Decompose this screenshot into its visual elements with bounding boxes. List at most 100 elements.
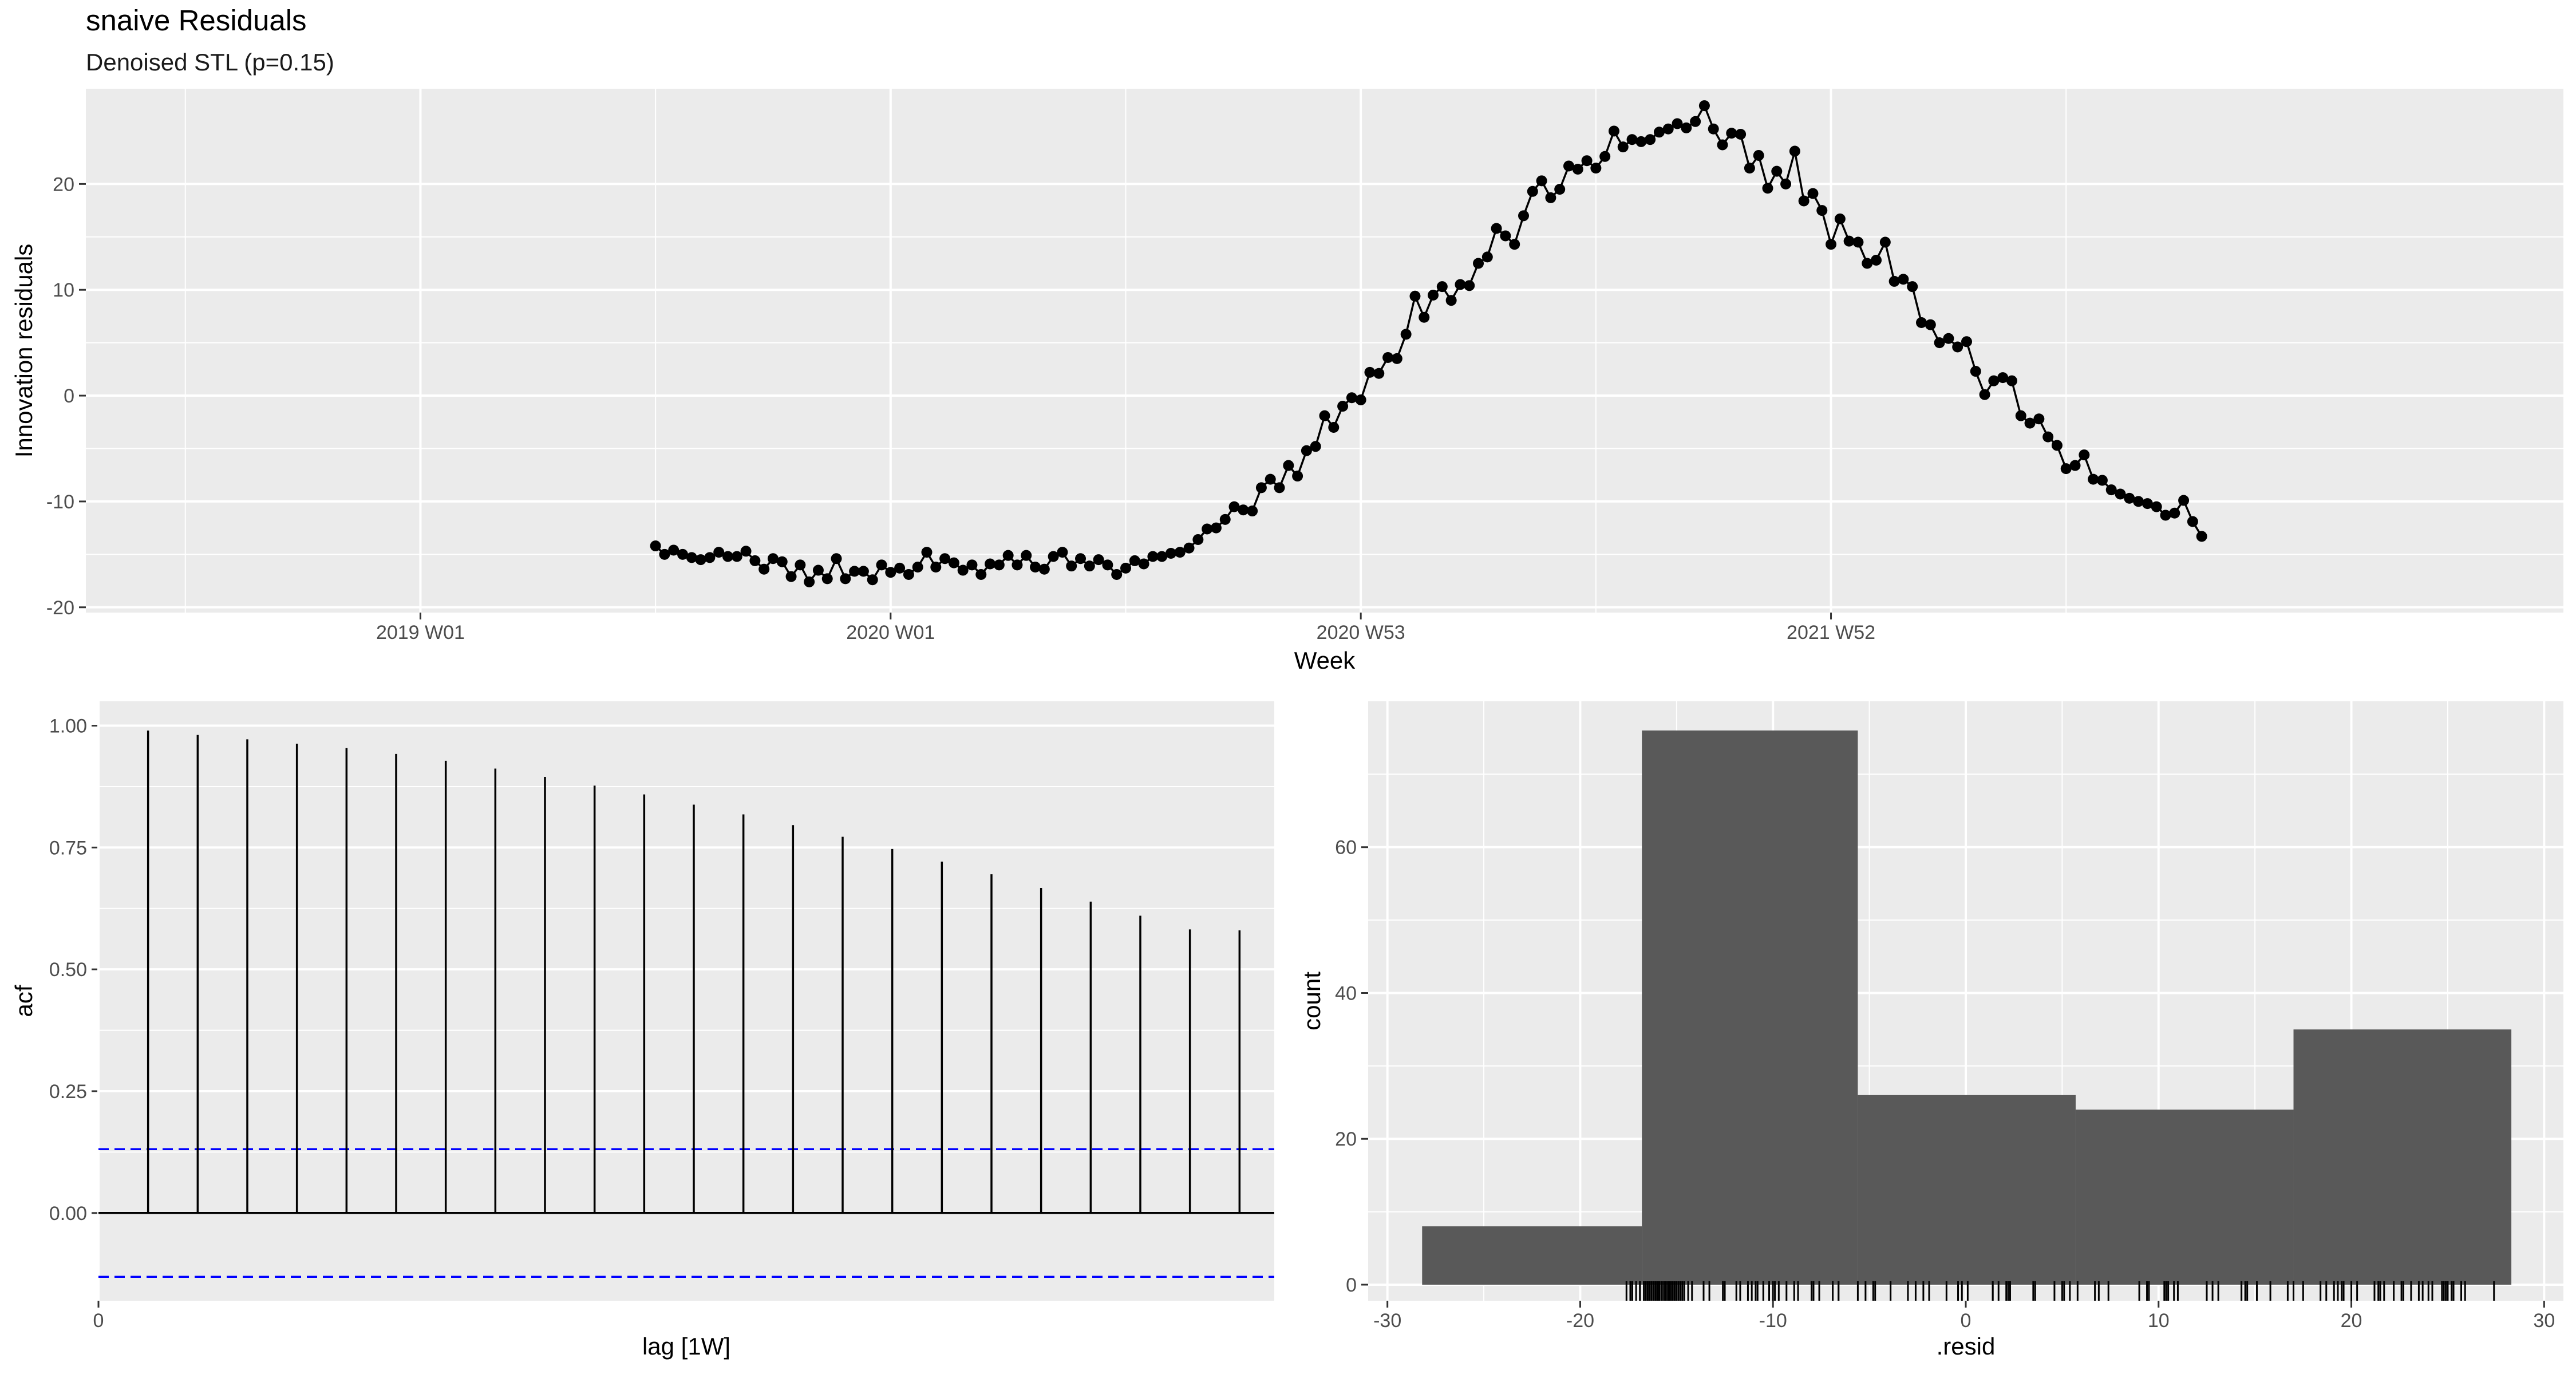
residual-point — [722, 551, 733, 562]
y-tick-label: 10 — [53, 279, 74, 301]
residual-point — [985, 558, 996, 570]
residual-point — [1382, 352, 1394, 364]
residual-point — [2069, 460, 2081, 471]
residual-point — [1581, 155, 1593, 167]
residual-point — [1626, 134, 1638, 145]
residual-point — [1708, 123, 1719, 135]
residual-point — [2142, 498, 2153, 510]
histogram-bar — [2293, 1029, 2512, 1285]
residual-point — [2178, 495, 2190, 506]
x-tick-label: 2020 W53 — [1317, 622, 1405, 643]
residual-point — [1916, 317, 1927, 329]
y-tick-label: 0.50 — [49, 959, 87, 981]
residual-point — [1301, 445, 1312, 456]
residual-point — [1066, 560, 1077, 572]
residual-point — [957, 564, 969, 576]
residual-point — [1997, 372, 2009, 384]
residual-point — [1012, 559, 1023, 571]
residual-point — [921, 547, 933, 558]
y-tick-label: 20 — [1335, 1128, 1357, 1150]
residual-point — [1428, 289, 1439, 301]
residual-point — [1672, 118, 1683, 129]
residual-point — [2033, 413, 2045, 425]
residual-point — [1048, 551, 1059, 562]
residual-point — [912, 562, 923, 573]
residual-point — [966, 559, 978, 571]
residual-point — [1283, 460, 1294, 471]
residual-point — [2096, 475, 2108, 486]
residual-point — [668, 544, 679, 556]
residual-point — [1608, 125, 1619, 137]
panel-background — [86, 89, 2563, 613]
residual-point — [867, 574, 878, 586]
residual-point — [1681, 122, 1692, 133]
residual-point — [1852, 236, 1864, 248]
residual-point — [2079, 449, 2090, 461]
residual-point — [2133, 496, 2144, 507]
residual-point — [1210, 522, 1222, 534]
residual-point — [1400, 329, 1412, 340]
residual-point — [785, 571, 797, 582]
residual-point — [1481, 251, 1493, 263]
residual-point — [831, 553, 842, 564]
residual-point — [1826, 239, 1837, 250]
residual-point — [1075, 553, 1086, 564]
residual-point — [1970, 366, 1981, 377]
residual-point — [840, 573, 851, 585]
y-tick-label: 0 — [1346, 1274, 1357, 1296]
residual-point — [2196, 531, 2207, 542]
x-tick-label: 0 — [1961, 1310, 1971, 1332]
residual-point — [1617, 141, 1629, 153]
residual-point — [1337, 401, 1349, 412]
y-tick-label: 20 — [53, 173, 74, 195]
residual-point — [1798, 195, 1809, 207]
histogram-bar — [2075, 1110, 2294, 1285]
residual-point — [2060, 463, 2072, 475]
residual-point — [776, 556, 788, 567]
residual-point — [1391, 353, 1402, 364]
residual-point — [1979, 389, 1990, 400]
residual-point — [1084, 560, 1095, 572]
residual-point — [767, 553, 779, 564]
residual-point — [1500, 230, 1511, 242]
residual-point — [1255, 482, 1267, 493]
residual-point — [2088, 473, 2099, 485]
x-tick-label: 0 — [93, 1310, 104, 1332]
residual-point — [731, 551, 742, 562]
x-tick-label: 2019 W01 — [376, 622, 465, 643]
y-axis-title: count — [1298, 972, 1325, 1030]
residual-point — [1192, 534, 1204, 545]
residual-point — [1219, 514, 1231, 525]
residual-point — [1319, 410, 1330, 421]
residual-point — [795, 559, 806, 571]
residual-point — [659, 548, 670, 560]
residual-point — [1057, 547, 1068, 558]
residual-point — [2042, 431, 2054, 443]
residual-point — [1473, 258, 1484, 269]
residual-point — [858, 566, 869, 577]
residual-point — [1409, 290, 1421, 302]
x-tick-label: 2020 W01 — [846, 622, 935, 643]
residual-point — [1419, 311, 1430, 323]
residual-point — [1455, 279, 1466, 290]
residual-point — [1328, 422, 1340, 433]
residual-point — [1807, 188, 1819, 199]
residual-point — [1789, 145, 1800, 157]
y-tick-label: 0.75 — [49, 837, 87, 859]
residual-point — [1762, 183, 1773, 194]
residual-point — [1247, 506, 1258, 517]
residual-point — [1102, 559, 1113, 571]
residual-point — [1174, 547, 1186, 558]
residual-point — [2024, 417, 2036, 429]
x-axis-title: Week — [1294, 647, 1356, 674]
x-tick-label: -30 — [1373, 1310, 1401, 1332]
x-tick-label: 10 — [2148, 1310, 2170, 1332]
residual-point — [975, 568, 987, 580]
chart-subtitle: Denoised STL (p=0.15) — [86, 49, 334, 76]
residual-point — [1735, 128, 1747, 140]
x-tick-label: 2021 W52 — [1787, 622, 1875, 643]
residual-point — [650, 540, 661, 552]
residual-point — [849, 566, 860, 577]
residual-point — [876, 559, 887, 571]
